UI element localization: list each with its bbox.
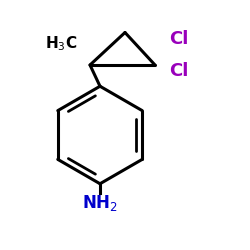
Text: Cl: Cl <box>169 30 188 48</box>
Text: H$_3$C: H$_3$C <box>45 34 78 53</box>
Text: NH$_2$: NH$_2$ <box>82 193 118 213</box>
Text: Cl: Cl <box>169 62 188 80</box>
